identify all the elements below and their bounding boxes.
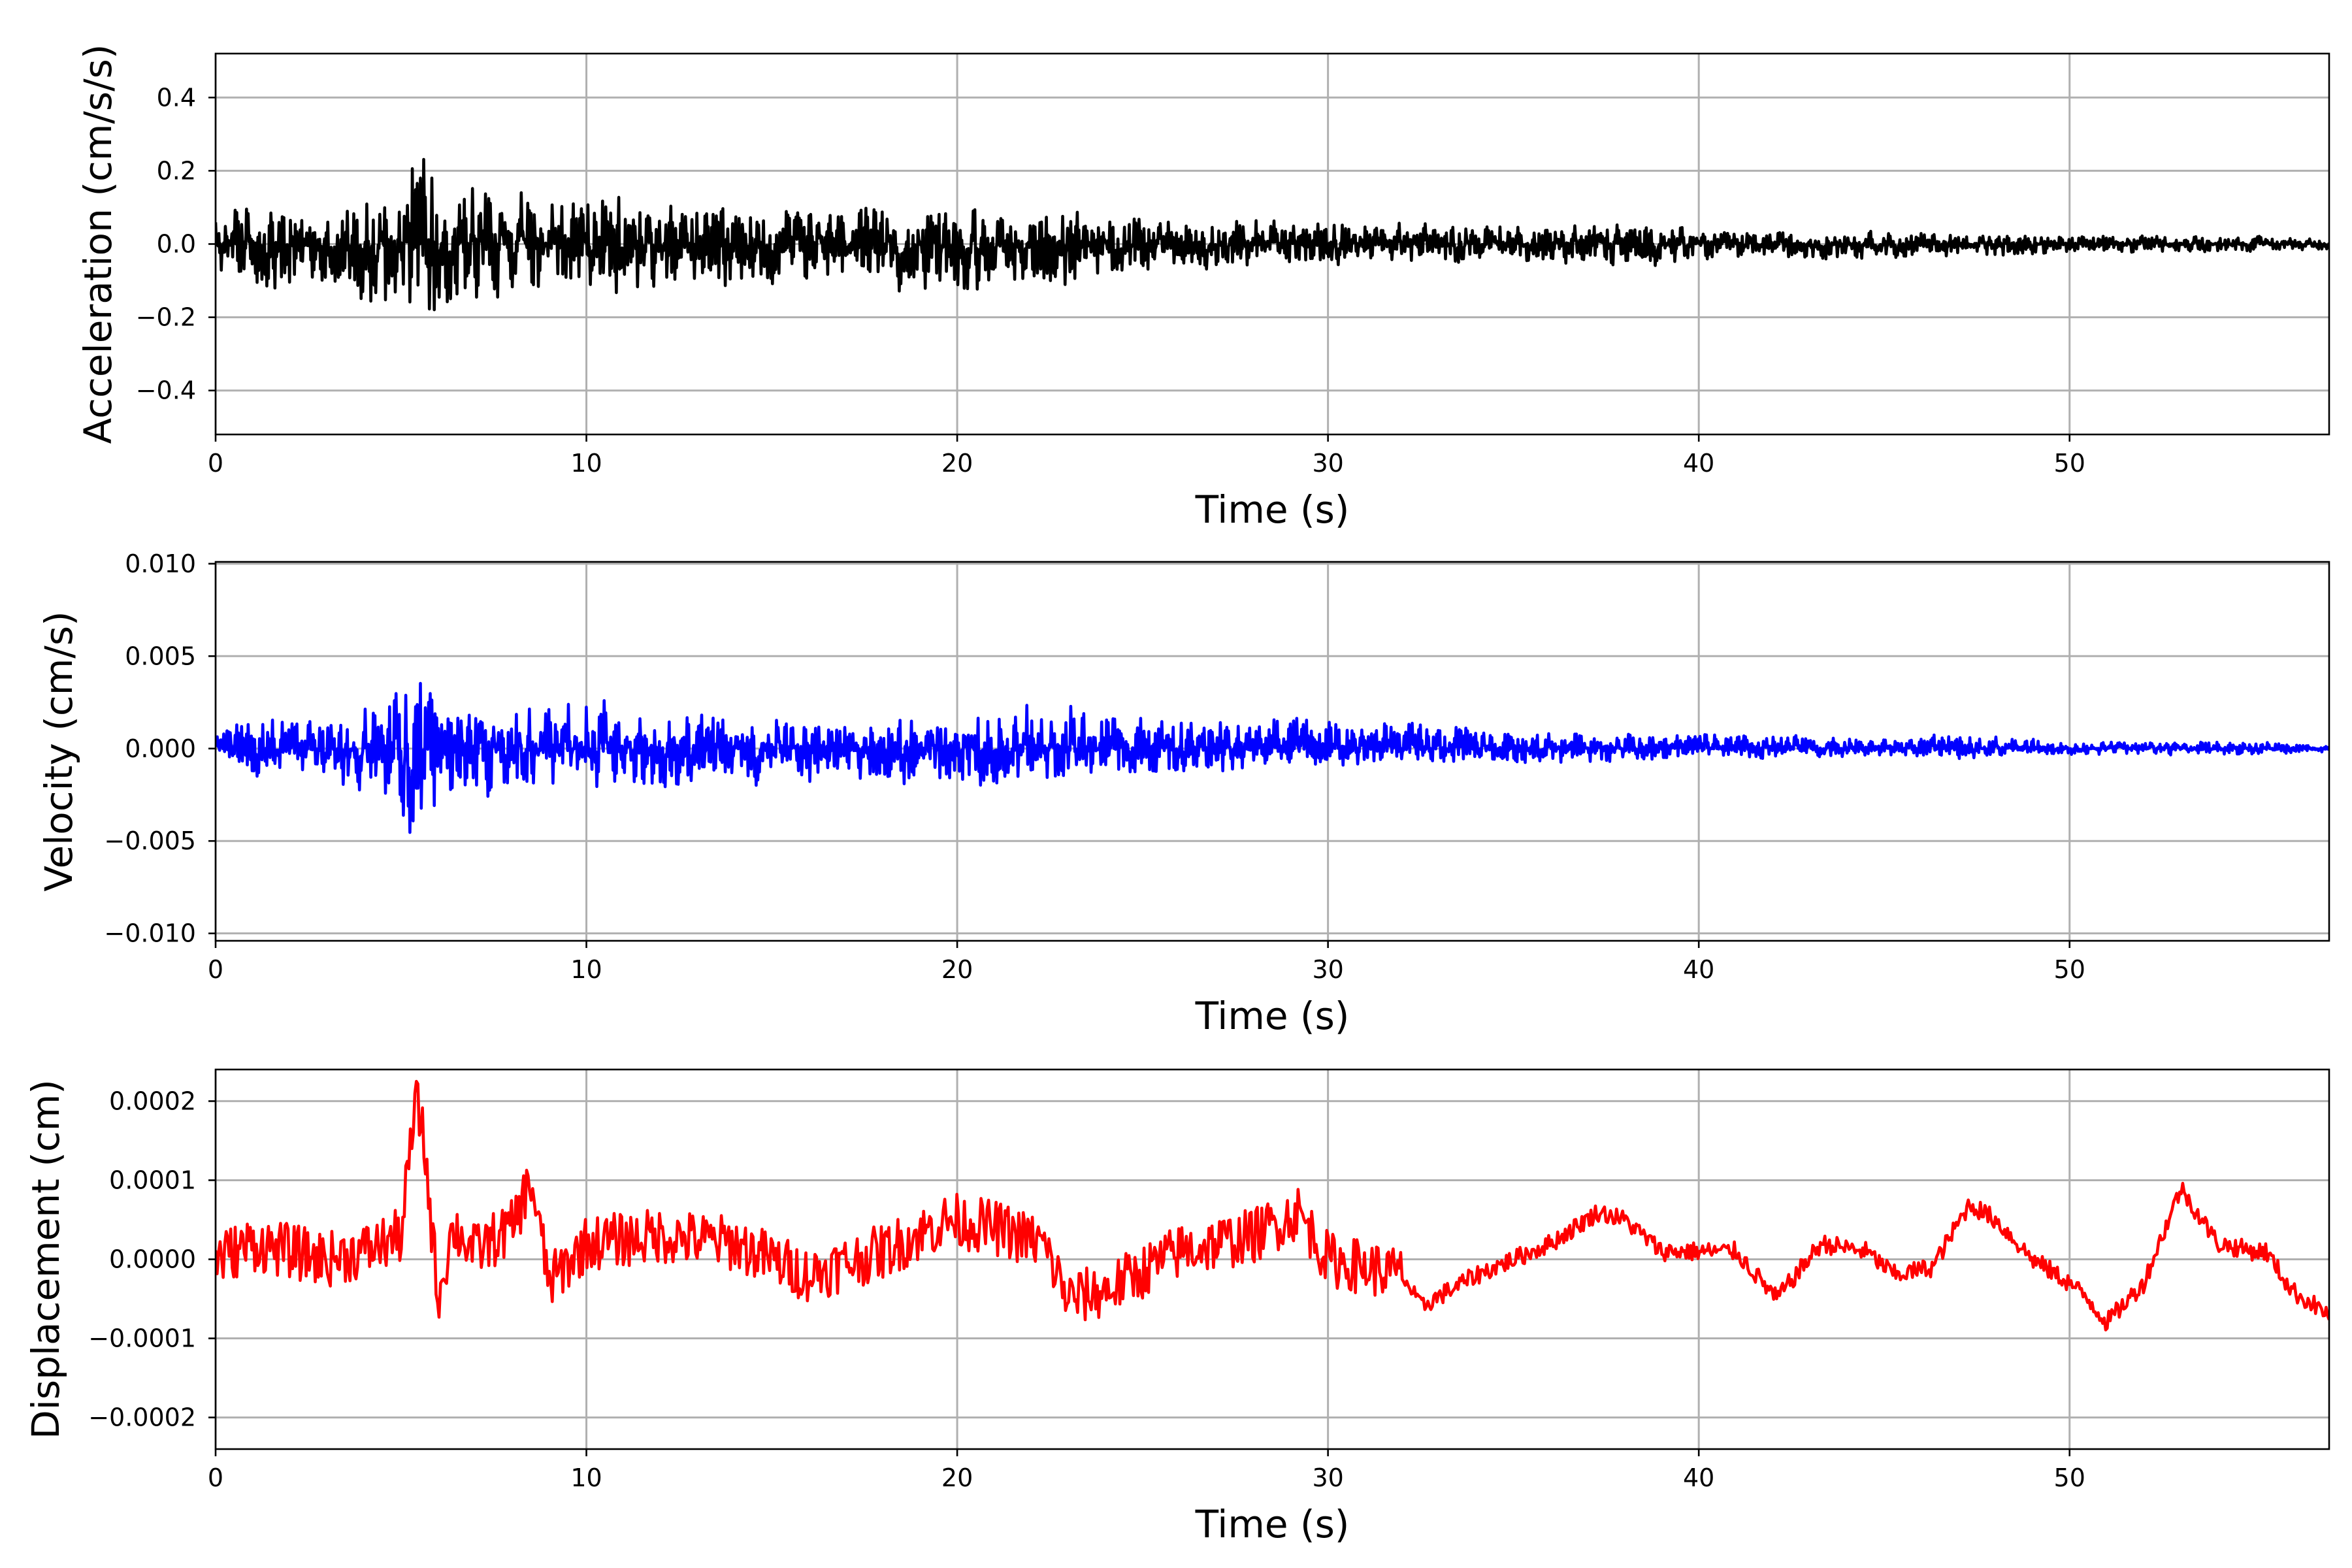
x-tick-label-5: 50 [2054,1463,2085,1492]
y-tick-label-1: −0.0001 [88,1324,196,1353]
y-axis-title: Displacement (cm) [24,1079,68,1439]
x-axis-title: Time (s) [1195,994,1350,1038]
x-tick-label-2: 20 [941,955,973,984]
y-tick-label-4: 0.0002 [109,1086,196,1115]
x-tick-label-2: 20 [941,449,973,478]
x-tick-label-0: 0 [208,955,223,984]
y-tick-label-1: −0.2 [136,303,196,332]
velocity-axes-frame [214,561,2330,942]
y-tick-label-4: 0.010 [125,549,196,578]
chart-panel-displacement: 0 10 20 30 40 50 −0.0002 −0.0001 0.0000 0.0001 0.0… [24,1068,2330,1546]
x-axis-title: Time (s) [1195,487,1350,532]
y-axis-title: Velocity (cm/s) [37,611,81,891]
x-tick-label-1: 10 [570,449,602,478]
x-tick-label-4: 40 [1683,1463,1714,1492]
y-tick-label-3: 0.005 [125,642,196,670]
x-tick-label-2: 20 [941,1463,973,1492]
chart-panel-velocity: 0 10 20 30 40 50 −0.010 −0.005 0.000 0.005 0.010 Ti… [37,549,2330,1038]
y-tick-label-0: −0.010 [104,919,196,948]
y-tick-label-3: 0.0001 [109,1166,196,1194]
x-tick-label-1: 10 [570,955,602,984]
y-tick-label-2: 0.000 [125,734,196,763]
x-tick-label-4: 40 [1683,449,1714,478]
x-tick-label-1: 10 [570,1463,602,1492]
chart-panel-acceleration: 0 10 20 30 40 50 −0.4 −0.2 0.0 0.2 0.4 Time (s) Acce… [76,44,2330,532]
x-tick-label-3: 30 [1312,955,1343,984]
acceleration-series-line [216,157,2329,312]
y-tick-label-2: 0.0000 [109,1245,196,1274]
x-axis-title: Time (s) [1195,1502,1350,1546]
x-tick-label-0: 0 [208,1463,223,1492]
y-tick-label-4: 0.4 [157,83,196,112]
y-tick-label-0: −0.0002 [88,1403,196,1432]
y-tick-label-3: 0.2 [157,156,196,185]
x-tick-label-3: 30 [1312,449,1343,478]
y-tick-label-1: −0.005 [104,826,196,855]
displacement-series-line [216,1079,2329,1331]
x-tick-label-4: 40 [1683,955,1714,984]
y-axis-title: Acceleration (cm/s/s) [76,44,120,444]
x-tick-label-5: 50 [2054,449,2085,478]
y-tick-label-2: 0.0 [157,230,196,259]
y-tick-label-0: −0.4 [136,376,196,405]
x-tick-label-0: 0 [208,449,223,478]
x-tick-label-5: 50 [2054,955,2085,984]
velocity-series-line [216,681,2329,834]
x-tick-label-3: 30 [1312,1463,1343,1492]
